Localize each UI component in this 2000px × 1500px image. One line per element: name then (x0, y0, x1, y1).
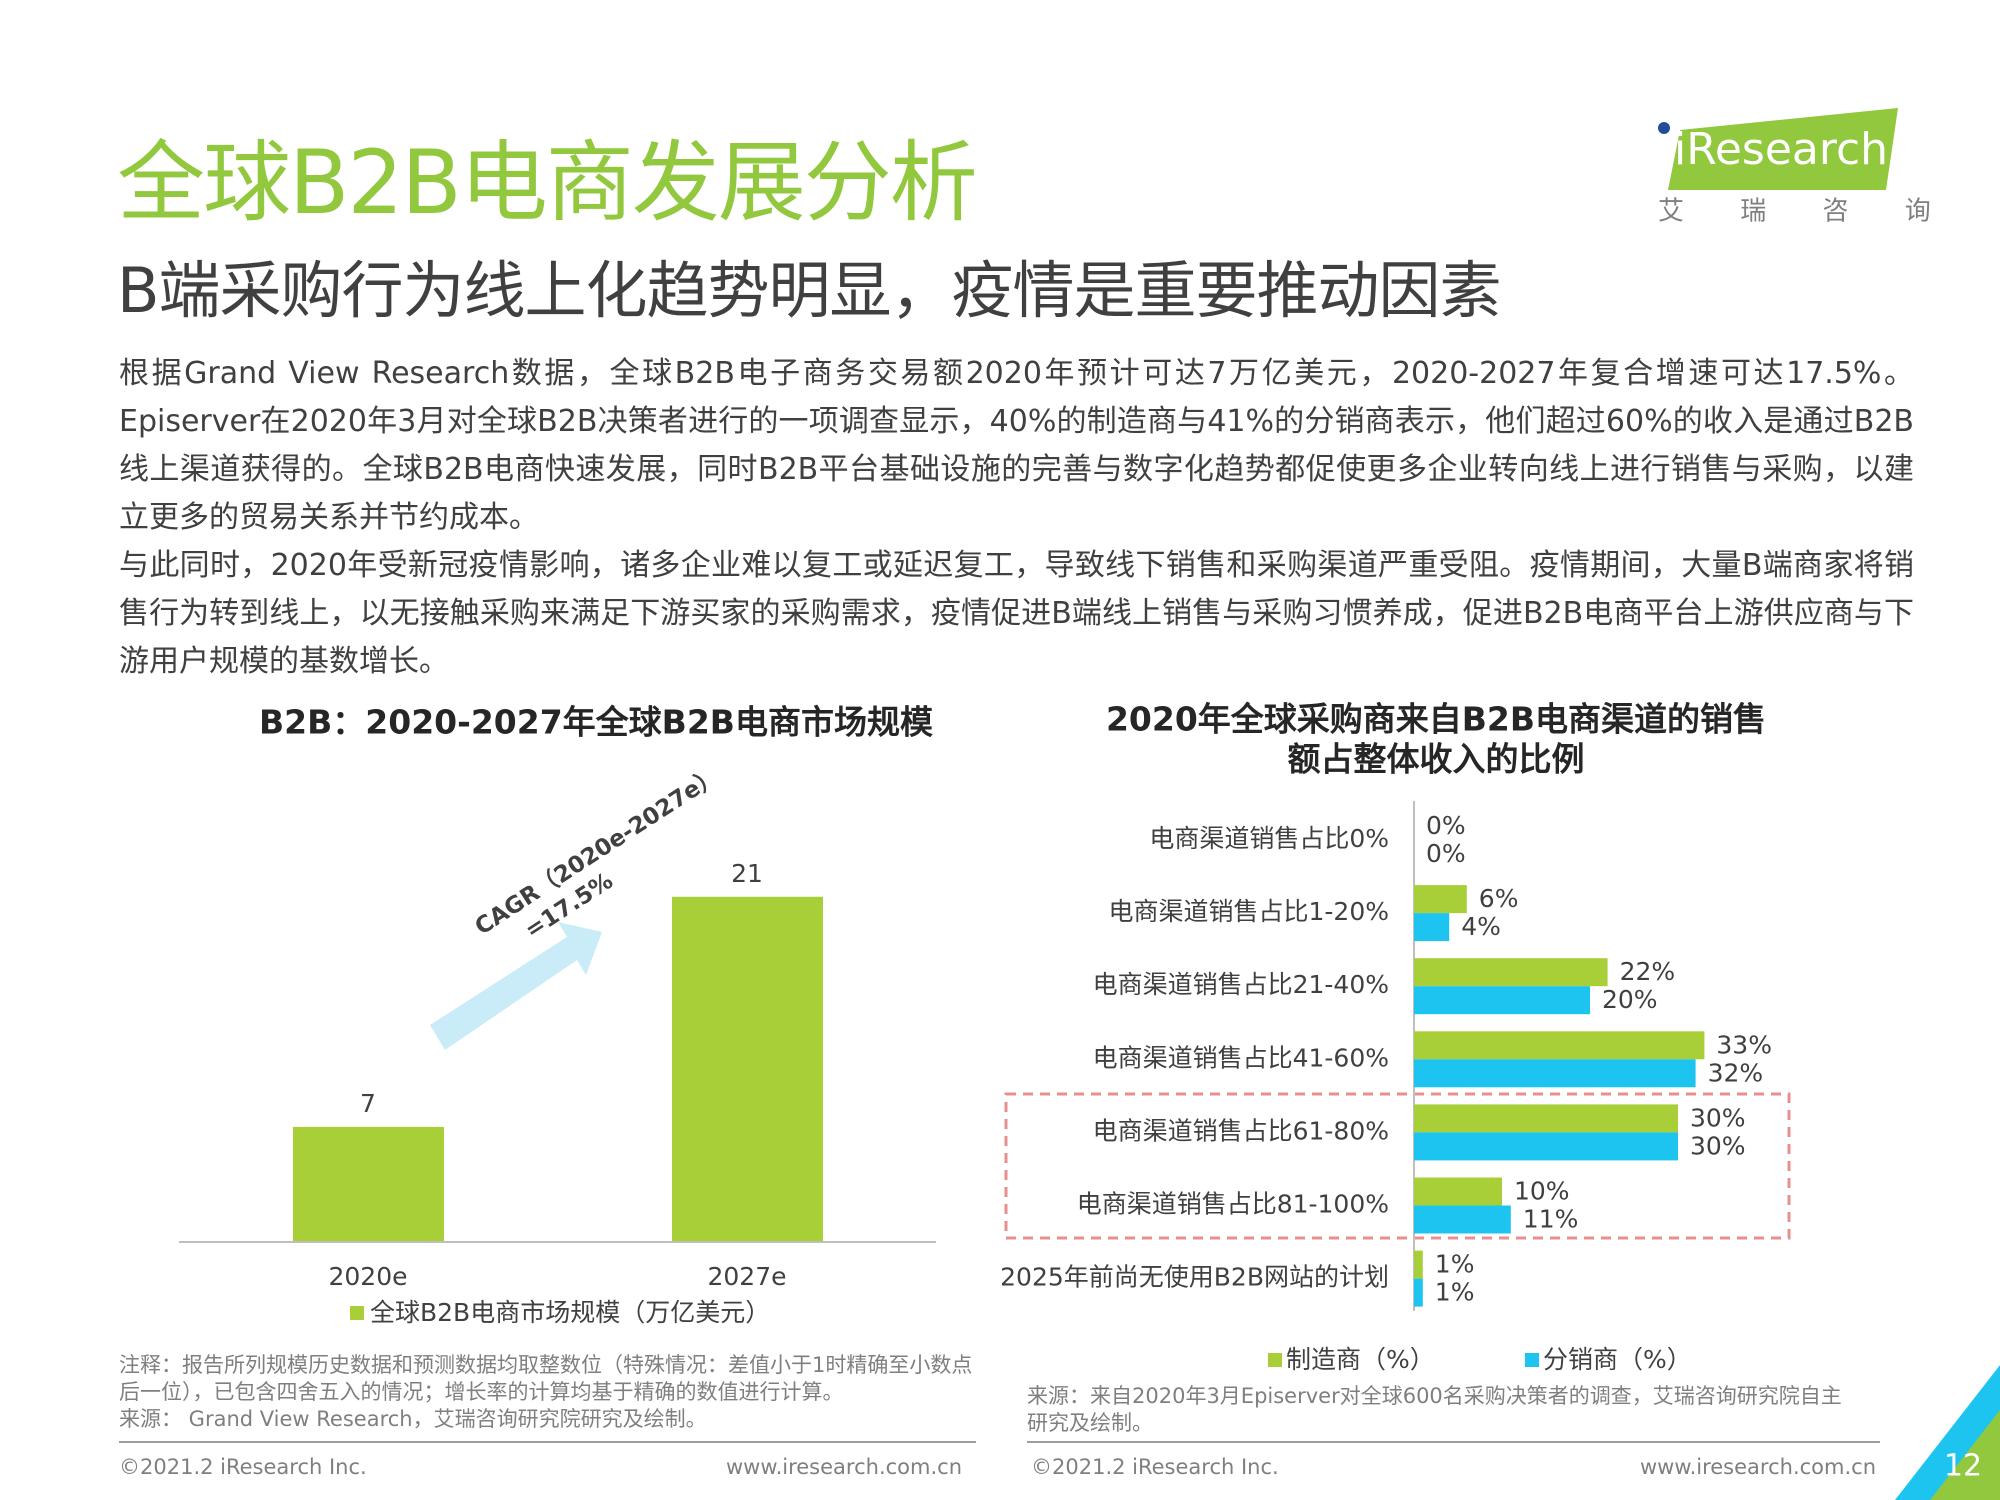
legend-swatch (1525, 1353, 1539, 1367)
data-label: 33% (1716, 1030, 1772, 1059)
logo: iResearch (1674, 124, 1888, 175)
data-label: 22% (1620, 957, 1676, 986)
data-label: 4% (1461, 912, 1501, 941)
bar (1414, 986, 1590, 1015)
bar (1414, 958, 1608, 987)
legend-swatch (1268, 1353, 1282, 1367)
website: www.iresearch.com.cn (1639, 1455, 1876, 1479)
paragraph: 根据Grand View Research数据，全球B2B电子商务交易额2020… (119, 356, 1914, 535)
bar (1414, 1205, 1511, 1234)
website: www.iresearch.com.cn (725, 1455, 962, 1479)
notes: 来源：来自2020年3月Episerver对全球600名采购决策者的调查，艾瑞咨… (1027, 1383, 1847, 1437)
note: 来源：来自2020年3月Episerver对全球600名采购决策者的调查，艾瑞咨… (1027, 1384, 1842, 1435)
data-label: 30% (1690, 1103, 1746, 1132)
data-label: 20% (1602, 985, 1658, 1014)
legend-label: 全球B2B电商市场规模（万亿美元） (370, 1298, 770, 1327)
bar (1414, 1177, 1502, 1206)
y-tick-label: 电商渠道销售占比0% (1149, 824, 1389, 853)
data-label: 11% (1523, 1205, 1579, 1234)
y-tick-label: 电商渠道销售占比81-100% (1077, 1190, 1389, 1219)
data-label: 0% (1426, 839, 1466, 868)
y-tick-label: 电商渠道销售占比41-60% (1093, 1043, 1389, 1072)
page-number: 12 (1944, 1449, 1982, 1484)
data-label: 1% (1435, 1278, 1475, 1307)
corner-green (1930, 1410, 2000, 1500)
bar (293, 1126, 444, 1242)
x-tick-label: 2027e (707, 1262, 786, 1291)
data-label: 6% (1479, 884, 1519, 913)
y-tick-label: 2025年前尚无使用B2B网站的计划 (1000, 1263, 1389, 1292)
bar (1414, 1132, 1678, 1161)
data-label: 30% (1690, 1131, 1746, 1160)
chart-title: B2B：2020-2027年全球B2B电商市场规模 (259, 703, 934, 742)
data-label: 10% (1514, 1177, 1570, 1206)
bar (1414, 1031, 1705, 1060)
cagr-arrow (430, 922, 602, 1050)
subtitle: B端采购行为线上化趋势明显，疫情是重要推动因素 (117, 254, 1502, 327)
bar (1414, 1059, 1696, 1088)
chart-title: 额占整体收入的比例 (1288, 740, 1585, 779)
data-label: 1% (1435, 1250, 1475, 1279)
note: 注释：报告所列规模历史数据和预测数据均取整数位（特殊情况：差值小于1时精确至小数… (119, 1353, 973, 1404)
y-tick-label: 电商渠道销售占比21-40% (1093, 970, 1389, 999)
y-tick-label: 电商渠道销售占比61-80% (1093, 1116, 1389, 1145)
body-text: 根据Grand View Research数据，全球B2B电子商务交易额2020… (119, 350, 1914, 686)
bar (1414, 885, 1467, 914)
bar (672, 896, 823, 1242)
data-label: 21 (731, 859, 763, 888)
bar (1414, 913, 1450, 942)
data-label: 32% (1708, 1058, 1764, 1087)
legend-label: 制造商（%） (1286, 1345, 1435, 1374)
logo-dot (1658, 122, 1670, 134)
legend-swatch (350, 1306, 364, 1320)
highlight-box (1004, 1092, 1791, 1240)
notes: 注释：报告所列规模历史数据和预测数据均取整数位（特殊情况：差值小于1时精确至小数… (119, 1352, 979, 1433)
data-label: 7 (360, 1089, 376, 1118)
copyright: ©2021.2 iResearch Inc. (119, 1455, 367, 1479)
bar (1414, 1104, 1678, 1133)
paragraph: 与此同时，2020年受新冠疫情影响，诸多企业难以复工或延迟复工，导致线下销售和采… (119, 548, 1914, 679)
chart-title: 2020年全球采购商来自B2B电商渠道的销售 (1106, 700, 1766, 739)
copyright: ©2021.2 iResearch Inc. (1031, 1455, 1279, 1479)
legend-label: 分销商（%） (1543, 1345, 1692, 1374)
x-tick-label: 2020e (328, 1262, 407, 1291)
bar (1414, 1250, 1423, 1279)
note: 来源： Grand View Research，艾瑞咨询研究院研究及绘制。 (119, 1407, 707, 1431)
logo-badge (1668, 108, 1898, 190)
title: 全球B2B电商发展分析 (117, 131, 978, 234)
y-tick-label: 电商渠道销售占比1-20% (1109, 897, 1390, 926)
logo-sub: 艾 瑞 咨 询 (1658, 197, 1955, 227)
data-label: 0% (1426, 811, 1466, 840)
bar (1414, 1278, 1423, 1307)
